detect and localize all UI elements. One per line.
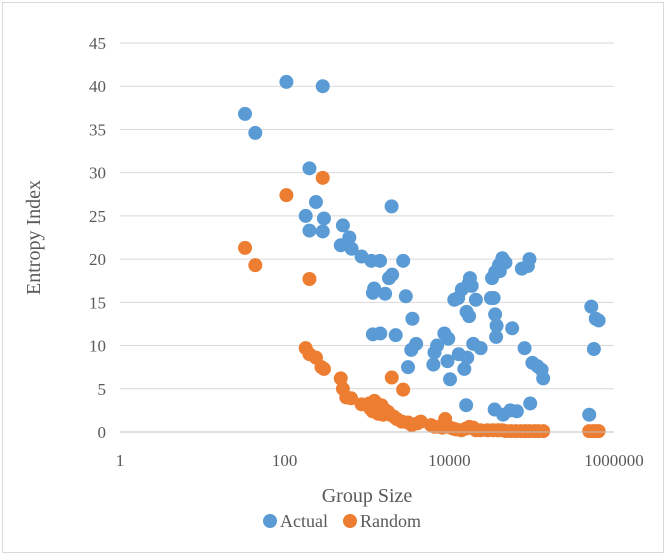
data-point-actual: [302, 161, 317, 176]
legend-label-actual: Actual: [280, 511, 328, 531]
data-point-actual: [335, 218, 350, 233]
data-point-actual: [489, 318, 504, 333]
y-axis-title: Entropy Index: [23, 180, 45, 295]
data-point-actual: [315, 79, 330, 94]
data-point-actual: [591, 313, 606, 328]
legend: Actual Random: [263, 511, 421, 531]
data-point-actual: [385, 267, 400, 282]
x-tick-label: 100: [272, 451, 298, 470]
legend-marker-actual: [263, 514, 277, 528]
data-point-actual: [582, 407, 597, 422]
data-point-actual: [373, 326, 388, 341]
data-point-actual: [451, 291, 466, 306]
data-point-actual: [308, 195, 323, 210]
data-point-actual: [443, 372, 458, 387]
data-point-actual: [384, 199, 399, 214]
data-points: [238, 74, 606, 439]
y-tick-label: 25: [89, 207, 106, 226]
data-point-random: [302, 271, 317, 286]
data-point-actual: [365, 285, 380, 300]
data-point-actual: [248, 125, 263, 140]
data-point-random: [238, 240, 253, 255]
data-point-actual: [460, 350, 475, 365]
data-point-actual: [586, 342, 601, 357]
x-tick-label: 10000: [428, 451, 471, 470]
data-point-actual: [396, 253, 411, 268]
data-point-actual: [427, 345, 442, 360]
data-point-actual: [440, 354, 455, 369]
data-point-random: [536, 424, 551, 439]
data-point-actual: [298, 208, 313, 223]
data-point-actual: [398, 289, 413, 304]
data-point-actual: [404, 342, 419, 357]
data-point-random: [333, 371, 348, 386]
data-point-actual: [333, 238, 348, 253]
data-point-actual: [468, 292, 483, 307]
data-point-random: [316, 361, 331, 376]
legend-label-random: Random: [360, 511, 421, 531]
data-point-actual: [302, 223, 317, 238]
data-point-random: [384, 370, 399, 385]
data-point-random: [344, 391, 359, 406]
gridlines: [120, 42, 614, 390]
y-tick-labels: 0 5 10 15 20 25 30 35 40 45: [89, 34, 106, 442]
data-point-actual: [464, 278, 479, 293]
data-point-actual: [498, 255, 513, 270]
data-point-actual: [459, 398, 474, 413]
y-tick-label: 45: [89, 34, 106, 53]
data-point-actual: [316, 211, 331, 226]
data-point-actual: [315, 224, 330, 239]
data-point-actual: [401, 360, 416, 375]
data-point-actual: [486, 291, 501, 306]
y-tick-label: 20: [89, 250, 106, 269]
series-random: [238, 170, 606, 439]
legend-marker-random: [343, 514, 357, 528]
series-actual: [238, 74, 606, 422]
data-point-random: [248, 258, 263, 273]
data-point-actual: [279, 74, 294, 89]
data-point-actual: [489, 329, 504, 344]
data-point-actual: [505, 321, 520, 336]
data-point-actual: [517, 341, 532, 356]
data-point-actual: [405, 311, 420, 326]
y-tick-label: 15: [89, 293, 106, 312]
y-tick-label: 35: [89, 120, 106, 139]
data-point-actual: [509, 404, 524, 419]
data-point-actual: [238, 106, 253, 121]
data-point-random: [396, 382, 411, 397]
data-point-actual: [473, 341, 488, 356]
y-tick-label: 0: [98, 423, 107, 442]
y-tick-label: 5: [98, 380, 107, 399]
x-tick-labels: 1 100 10000 1000000: [116, 451, 644, 470]
x-axis-title: Group Size: [322, 485, 413, 507]
data-point-actual: [536, 371, 551, 386]
y-tick-label: 30: [89, 164, 106, 183]
data-point-actual: [462, 309, 477, 324]
data-point-random: [591, 424, 606, 439]
data-point-actual: [426, 357, 441, 372]
data-point-random: [315, 170, 330, 185]
data-point-actual: [441, 331, 456, 346]
data-point-actual: [388, 328, 403, 343]
y-tick-label: 40: [89, 77, 106, 96]
data-point-actual: [344, 241, 359, 256]
data-point-actual: [373, 253, 388, 268]
x-tick-label: 1000000: [584, 451, 644, 470]
x-tick-label: 1: [116, 451, 125, 470]
data-point-actual: [378, 286, 393, 301]
data-point-actual: [522, 252, 537, 267]
data-point-actual: [523, 396, 538, 411]
y-tick-label: 10: [89, 337, 106, 356]
data-point-actual: [488, 307, 503, 322]
data-point-actual: [457, 361, 472, 376]
data-point-random: [279, 188, 294, 203]
data-point-actual: [584, 299, 599, 314]
